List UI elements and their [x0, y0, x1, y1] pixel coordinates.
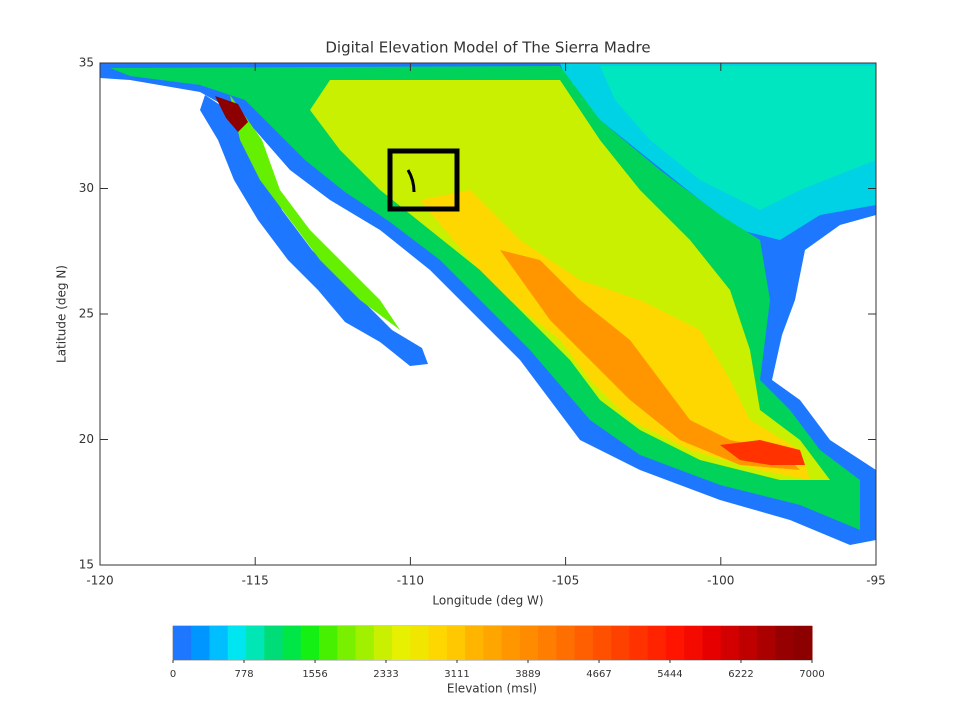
colorbar-swatch — [592, 626, 612, 660]
colorbar-swatch — [300, 626, 320, 660]
colorbar-swatch — [684, 626, 703, 660]
colorbar-swatch — [720, 626, 740, 660]
y-tick-label: 15 — [79, 558, 94, 572]
colorbar-swatch — [209, 626, 229, 660]
colorbar-swatch — [793, 626, 813, 660]
colorbar-swatch — [227, 626, 247, 660]
y-tick-label: 20 — [79, 432, 94, 446]
terrain — [100, 63, 876, 545]
y-tick-label: 25 — [79, 307, 94, 321]
colorbar-tick-label: 6222 — [728, 669, 753, 680]
colorbar-swatch — [428, 626, 448, 660]
colorbar-swatch — [775, 626, 795, 660]
colorbar-swatch — [501, 626, 521, 660]
colorbar-swatch — [337, 626, 357, 660]
y-tick-label: 30 — [79, 181, 94, 195]
colorbar-tick-label: 7000 — [799, 669, 824, 680]
y-axis-label: Latitude (deg N) — [55, 265, 69, 363]
colorbar-tick-label: 1556 — [302, 669, 327, 680]
colorbar-swatch — [282, 626, 302, 660]
colorbar-tick-label: 4667 — [586, 669, 611, 680]
colorbar-swatch — [373, 626, 393, 660]
title: Digital Elevation Model of The Sierra Ma… — [325, 39, 650, 57]
colorbar-swatch — [264, 626, 284, 660]
x-tick-label: -105 — [552, 574, 579, 588]
colorbar-tick-label: 778 — [234, 669, 253, 680]
colorbar-swatch — [556, 626, 576, 660]
colorbar-tick-label: 2333 — [373, 669, 398, 680]
x-tick-label: -120 — [86, 574, 113, 588]
x-tick-label: -115 — [242, 574, 269, 588]
colorbar-swatch — [446, 626, 466, 660]
transect — [406, 169, 416, 193]
colorbar-label: Elevation (msl) — [447, 682, 537, 696]
colorbar-swatch — [246, 626, 265, 660]
colorbar-swatch — [392, 626, 411, 660]
colorbar-swatch — [665, 626, 685, 660]
x-tick-label: -110 — [397, 574, 424, 588]
x-tick-label: -95 — [866, 574, 886, 588]
colorbar-tick-label: 0 — [170, 669, 176, 680]
x-tick-label: -100 — [707, 574, 734, 588]
colorbar-swatch — [465, 626, 484, 660]
colorbar-swatch — [483, 626, 503, 660]
colorbar-tick-label: 3889 — [515, 669, 540, 680]
colorbar-swatch — [410, 626, 430, 660]
x-axis-label: Longitude (deg W) — [432, 594, 543, 608]
colorbar-swatch — [757, 626, 776, 660]
colorbar-swatch — [629, 626, 649, 660]
y-tick-label: 35 — [79, 56, 94, 70]
colorbar-swatch — [319, 626, 338, 660]
colorbar-tick-label: 3111 — [444, 669, 469, 680]
colorbar-swatch — [519, 626, 539, 660]
colorbar-swatch — [574, 626, 594, 660]
colorbar-swatch — [538, 626, 557, 660]
colorbar-swatch — [611, 626, 630, 660]
colorbar-swatch — [173, 626, 192, 660]
study-box — [387, 148, 460, 212]
colorbar-swatch — [355, 626, 375, 660]
colorbar-swatch — [702, 626, 722, 660]
colorbar-swatch — [191, 626, 211, 660]
colorbar-swatch — [647, 626, 667, 660]
colorbar-swatch — [738, 626, 758, 660]
colorbar-tick-label: 5444 — [657, 669, 682, 680]
